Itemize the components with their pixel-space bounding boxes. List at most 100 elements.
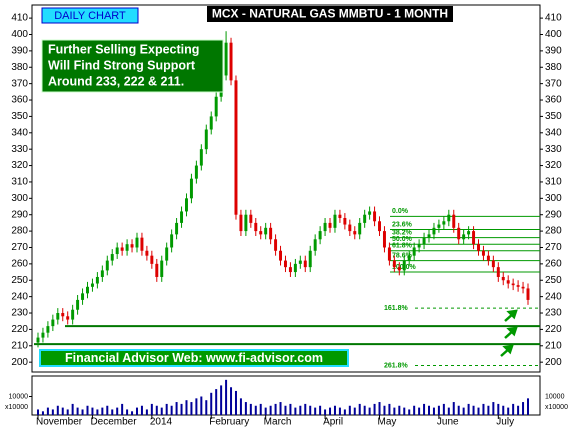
volume-bar bbox=[467, 403, 470, 415]
volume-bar bbox=[333, 405, 336, 415]
volume-bar bbox=[497, 403, 500, 415]
volume-bar bbox=[200, 396, 203, 415]
volume-bar bbox=[205, 400, 208, 415]
candle-body bbox=[36, 337, 40, 343]
y-tick-label: 360 bbox=[11, 95, 28, 106]
y-tick-label: 220 bbox=[11, 324, 28, 335]
y-tick-label-right: 320 bbox=[545, 160, 562, 171]
candle-body bbox=[76, 299, 80, 310]
y-tick-label-right: 330 bbox=[545, 144, 562, 155]
candle-body bbox=[170, 234, 174, 248]
volume-bar bbox=[437, 405, 440, 415]
y-tick-label: 240 bbox=[11, 291, 28, 302]
volume-bar bbox=[195, 398, 198, 415]
volume-bar bbox=[190, 402, 193, 415]
volume-bar bbox=[116, 407, 119, 415]
volume-bar bbox=[106, 405, 109, 415]
volume-bar bbox=[135, 407, 138, 415]
y-tick-label-right: 340 bbox=[545, 127, 562, 138]
volume-bar bbox=[61, 407, 64, 415]
candle-body bbox=[348, 224, 352, 232]
candle-body bbox=[293, 263, 297, 273]
volume-bar bbox=[150, 403, 153, 415]
candle-body bbox=[308, 250, 312, 268]
volume-bar bbox=[41, 411, 44, 415]
fib-label: 0.0% bbox=[392, 208, 409, 215]
candle-body bbox=[95, 276, 99, 284]
volume-bar bbox=[358, 403, 361, 415]
candle-body bbox=[194, 165, 198, 179]
candle-body bbox=[427, 234, 431, 238]
volume-bar bbox=[393, 407, 396, 415]
candle-body bbox=[145, 250, 149, 256]
volume-bar bbox=[324, 409, 327, 415]
candle-body bbox=[328, 222, 332, 228]
x-tick-label: June bbox=[437, 417, 459, 427]
fib-label: 38.2% bbox=[392, 229, 413, 236]
y-tick-label: 260 bbox=[11, 259, 28, 270]
volume-bar bbox=[71, 403, 74, 415]
fib-label: 261.8% bbox=[384, 362, 409, 369]
x-tick-label: March bbox=[264, 417, 292, 427]
candle-body bbox=[298, 260, 302, 264]
volume-bar bbox=[418, 407, 421, 415]
volume-bar bbox=[457, 405, 460, 415]
candle-body bbox=[120, 247, 124, 251]
volume-bar bbox=[155, 405, 158, 415]
candle-body bbox=[481, 250, 485, 256]
volume-bar bbox=[423, 403, 426, 415]
candle-body bbox=[432, 227, 436, 235]
candle-body bbox=[239, 214, 243, 232]
volume-bar bbox=[289, 403, 292, 415]
y-tick-label: 370 bbox=[11, 78, 28, 89]
candle-body bbox=[402, 260, 406, 271]
volume-bar bbox=[91, 407, 94, 415]
volume-bar bbox=[81, 409, 84, 415]
volume-bar bbox=[264, 407, 267, 415]
note-line: Around 233, 222 & 211. bbox=[48, 74, 184, 88]
candle-body bbox=[254, 222, 258, 232]
candle-body bbox=[150, 255, 154, 264]
candle-body bbox=[249, 214, 253, 223]
x-tick-label: February bbox=[209, 417, 249, 427]
volume-bar bbox=[140, 405, 143, 415]
note-line: Will Find Strong Support bbox=[48, 58, 196, 72]
volume-bar bbox=[492, 402, 495, 415]
volume-bar bbox=[368, 407, 371, 415]
candle-body bbox=[115, 247, 119, 255]
volume-bar bbox=[462, 407, 465, 415]
volume-bar bbox=[348, 405, 351, 415]
y-tick-label-right: 310 bbox=[545, 177, 562, 188]
volume-bar bbox=[299, 405, 302, 415]
volume-bar bbox=[215, 389, 218, 415]
y-tick-label-right: 280 bbox=[545, 226, 562, 237]
y-tick-label: 210 bbox=[11, 340, 28, 351]
volume-bar bbox=[502, 405, 505, 415]
volume-bar bbox=[343, 409, 346, 415]
candle-body bbox=[105, 260, 109, 271]
candle-body bbox=[214, 96, 218, 117]
candle-body bbox=[521, 286, 525, 289]
volume-bar bbox=[403, 407, 406, 415]
volume-bar bbox=[388, 403, 391, 415]
volume-bar bbox=[86, 405, 89, 415]
candle-body bbox=[467, 231, 471, 235]
candle-body bbox=[382, 231, 386, 248]
candle-body bbox=[180, 211, 184, 223]
y-tick-label: 290 bbox=[11, 209, 28, 220]
candle-body bbox=[90, 283, 94, 287]
volume-bar bbox=[507, 407, 510, 415]
volume-bar bbox=[220, 385, 223, 415]
volume-tick-label-right: 10000 bbox=[545, 393, 565, 400]
candle-body bbox=[81, 293, 85, 300]
candle-body bbox=[135, 237, 139, 248]
volume-bar bbox=[126, 409, 129, 415]
candle-body bbox=[318, 231, 322, 240]
badge: DAILY CHART bbox=[54, 10, 126, 22]
volume-bar bbox=[294, 407, 297, 415]
volume-bar bbox=[309, 405, 312, 415]
volume-bar bbox=[447, 407, 450, 415]
volume-bar bbox=[175, 402, 178, 415]
volume-bar bbox=[244, 402, 247, 415]
y-tick-label: 300 bbox=[11, 193, 28, 204]
